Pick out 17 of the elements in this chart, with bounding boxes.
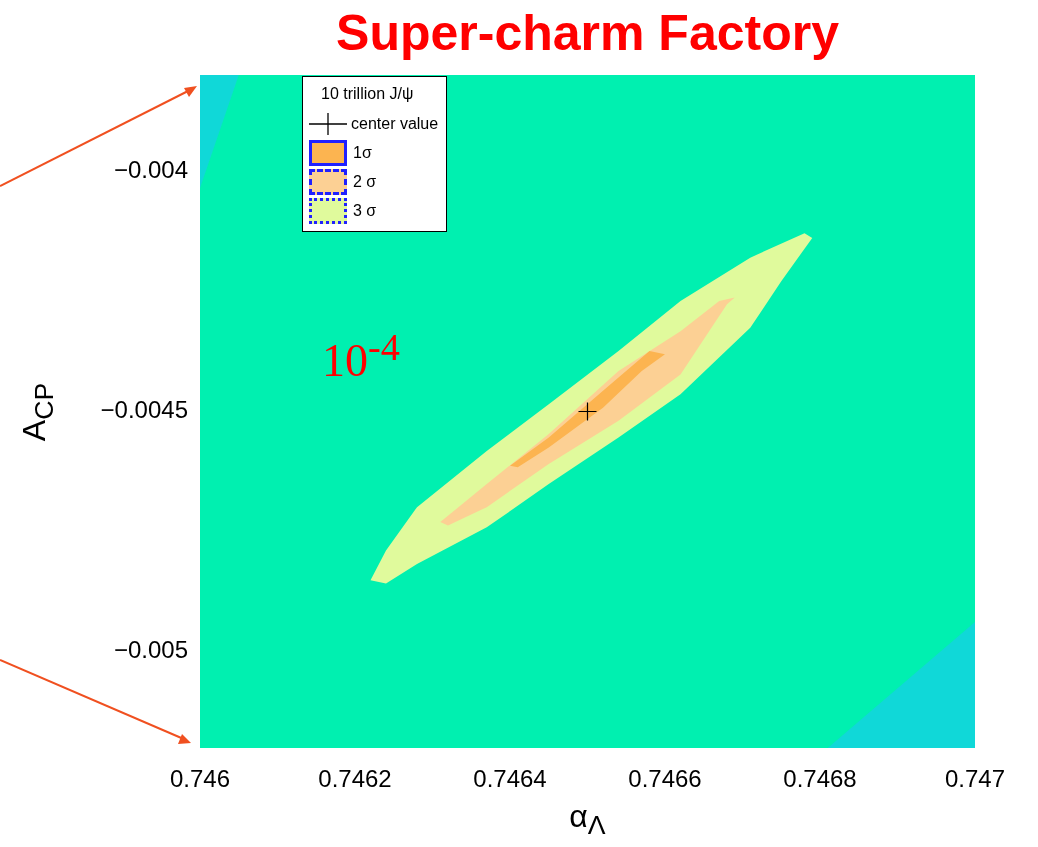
legend-label: center value: [351, 114, 439, 133]
y-tick-label: −0.0045: [100, 396, 188, 424]
legend-title: 10 trillion J/ψ: [320, 84, 415, 104]
x-tick-label: 0.747: [944, 765, 1006, 793]
y-tick-label: −0.005: [113, 636, 188, 664]
x-tick-label: 0.7468: [783, 765, 857, 793]
x-tick-label: 0.7462: [318, 765, 392, 793]
chart-title: Super-charm Factory: [335, 4, 840, 62]
legend-label: 2 σ: [353, 172, 377, 191]
x-tick-label: 0.7464: [473, 765, 547, 793]
annotation: 10$^{-4}$: [322, 325, 400, 388]
y-tick-label: −0.004: [113, 155, 188, 183]
x-axis-title: α$_{Λ}$: [568, 798, 607, 842]
legend-label: 1σ: [353, 143, 372, 162]
legend-label: 3 σ: [353, 201, 377, 220]
x-tick-label: 0.746: [169, 765, 231, 793]
x-tick-label: 0.7466: [628, 765, 702, 793]
